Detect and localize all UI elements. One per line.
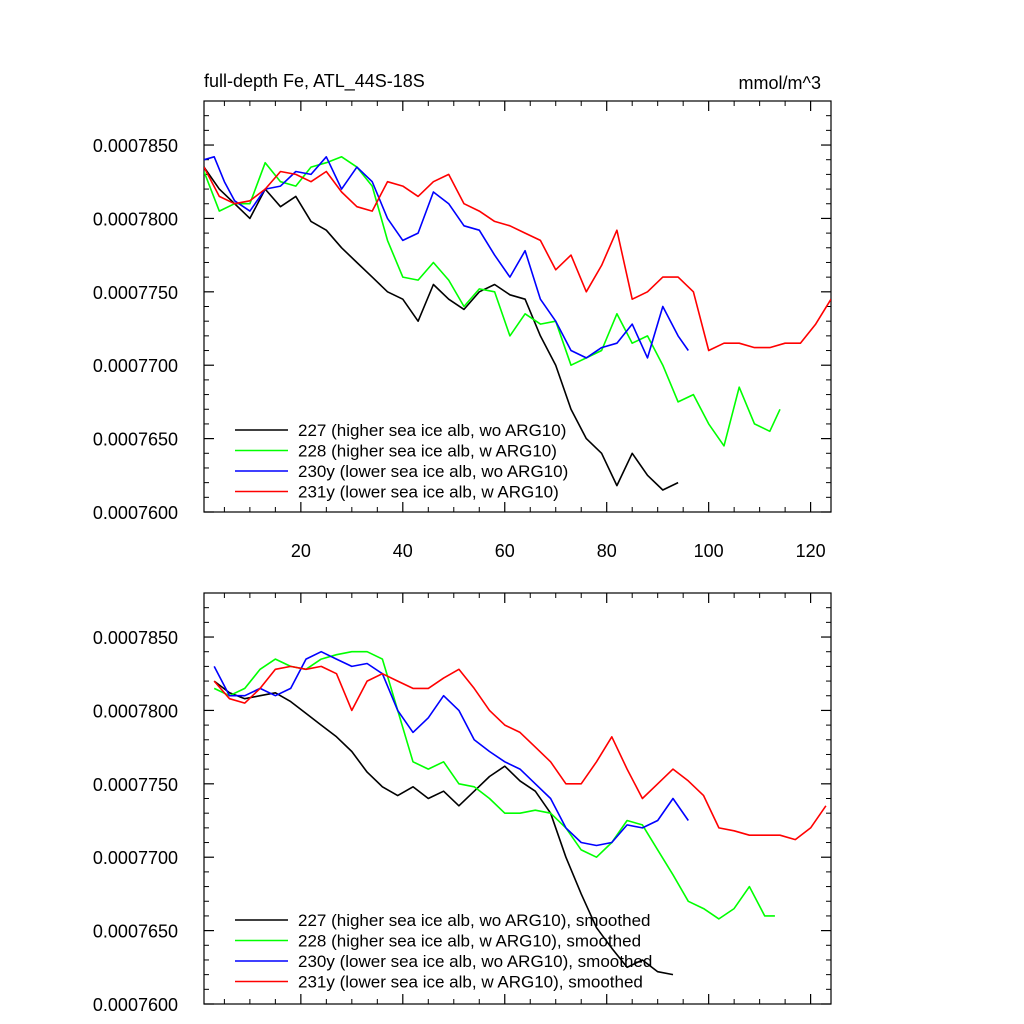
y-tick-label: 0.0007650 bbox=[93, 430, 178, 450]
y-tick-label: 0.0007850 bbox=[93, 628, 178, 648]
legend-label: 228 (higher sea ice alb, w ARG10) bbox=[298, 442, 557, 461]
series-group bbox=[204, 156, 831, 491]
x-tick-label: 120 bbox=[796, 541, 826, 561]
y-tick-label: 0.0007850 bbox=[93, 136, 178, 156]
series-line-231y bbox=[204, 166, 831, 352]
y-tick-label: 0.0007750 bbox=[93, 775, 178, 795]
series-line-228-smoothed bbox=[213, 650, 775, 920]
x-tick-label: 20 bbox=[291, 541, 311, 561]
legend-label: 228 (higher sea ice alb, w ARG10), smoot… bbox=[298, 932, 641, 951]
x-tick-label: 100 bbox=[694, 541, 724, 561]
x-tick-label: 80 bbox=[597, 541, 617, 561]
series-line-230y bbox=[204, 156, 689, 359]
legend-label: 231y (lower sea ice alb, w ARG10) bbox=[298, 483, 559, 502]
y-tick-label: 0.0007700 bbox=[93, 356, 178, 376]
series-line-230y-smoothed bbox=[213, 650, 689, 847]
y-tick-label: 0.0007650 bbox=[93, 922, 178, 942]
series-line-227-smoothed bbox=[213, 680, 674, 976]
y-tick-label: 0.0007600 bbox=[93, 995, 178, 1015]
legend-label: 230y (lower sea ice alb, wo ARG10) bbox=[298, 462, 568, 481]
chart-panel-bottom: 0.0007600 0.0007650 0.0007700 0.0007750 0.00… bbox=[93, 592, 832, 1015]
series-line-231y-smoothed bbox=[213, 665, 827, 841]
x-tick-label: 40 bbox=[393, 541, 413, 561]
legend-label: 230y (lower sea ice alb, wo ARG10), smoo… bbox=[298, 952, 652, 971]
y-tick-label: 0.0007750 bbox=[93, 283, 178, 303]
y-tick-label: 0.0007600 bbox=[93, 503, 178, 523]
units-label: mmol/m^3 bbox=[739, 73, 821, 93]
y-tick-label: 0.0007700 bbox=[93, 848, 178, 868]
chart-panel-top: 20 40 60 80 100 120 0.0007600 0.0007650 0.000770… bbox=[93, 71, 832, 561]
x-tick-label: 60 bbox=[495, 541, 515, 561]
series-line-228 bbox=[204, 156, 781, 447]
legend-label: 227 (higher sea ice alb, wo ARG10), smoo… bbox=[298, 911, 650, 930]
chart-title: full-depth Fe, ATL_44S-18S bbox=[204, 71, 425, 92]
series-line-227 bbox=[204, 166, 679, 491]
y-tick-label: 0.0007800 bbox=[93, 209, 178, 229]
series-group bbox=[213, 650, 827, 976]
legend-label: 227 (higher sea ice alb, wo ARG10) bbox=[298, 421, 566, 440]
legend-label: 231y (lower sea ice alb, w ARG10), smoot… bbox=[298, 973, 643, 992]
y-tick-label: 0.0007800 bbox=[93, 701, 178, 721]
